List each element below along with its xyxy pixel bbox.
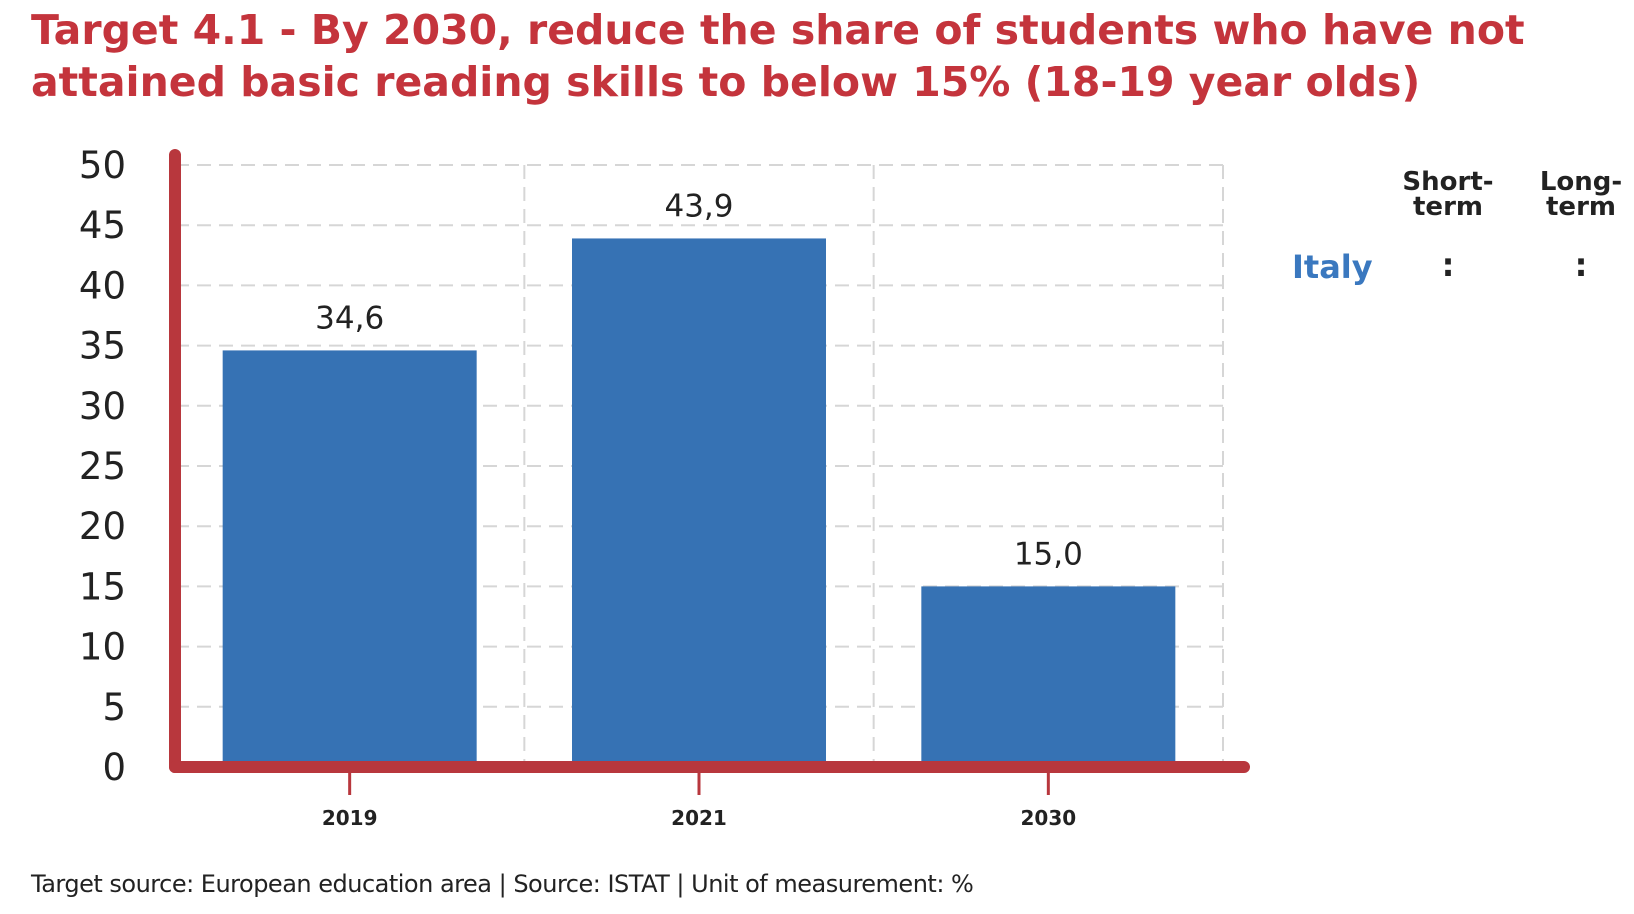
bar-2019 [222, 350, 477, 767]
chart-footer-source: Target source: European education area |… [31, 870, 974, 898]
chart-title: Target 4.1 - By 2030, reduce the share o… [31, 6, 1525, 106]
y-tick-label: 10 [79, 626, 126, 669]
long-term-header-line1: Long- [1539, 167, 1623, 197]
y-tick-label: 15 [79, 565, 126, 608]
data-label: 34,6 [315, 300, 384, 336]
data-label: 15,0 [1014, 536, 1083, 572]
country-label: Italy [1292, 248, 1373, 286]
y-tick-label: 50 [79, 144, 126, 187]
short-term-header: Short- term [1393, 167, 1503, 222]
long-term-header: Long- term [1526, 167, 1634, 222]
x-tick-label: 2019 [322, 806, 378, 830]
bar-2030 [921, 586, 1176, 767]
y-tick-label: 20 [79, 505, 126, 548]
y-tick-label: 5 [102, 686, 126, 729]
y-tick-label: 25 [79, 445, 126, 488]
bar-2021 [572, 238, 826, 768]
y-tick-label: 35 [79, 325, 126, 368]
y-tick-label: 0 [102, 746, 126, 789]
short-term-value: : [1441, 246, 1455, 284]
x-tick-label: 2030 [1020, 806, 1076, 830]
short-term-header-line2: term [1413, 192, 1483, 222]
y-tick-label: 30 [79, 385, 126, 428]
long-term-value: : [1574, 246, 1588, 284]
short-term-header-line1: Short- [1402, 167, 1494, 197]
y-tick-label: 40 [79, 264, 126, 307]
x-tick-label: 2021 [671, 806, 727, 830]
y-tick-label: 45 [79, 204, 126, 247]
data-label: 43,9 [664, 188, 733, 224]
long-term-header-line2: term [1546, 192, 1616, 222]
